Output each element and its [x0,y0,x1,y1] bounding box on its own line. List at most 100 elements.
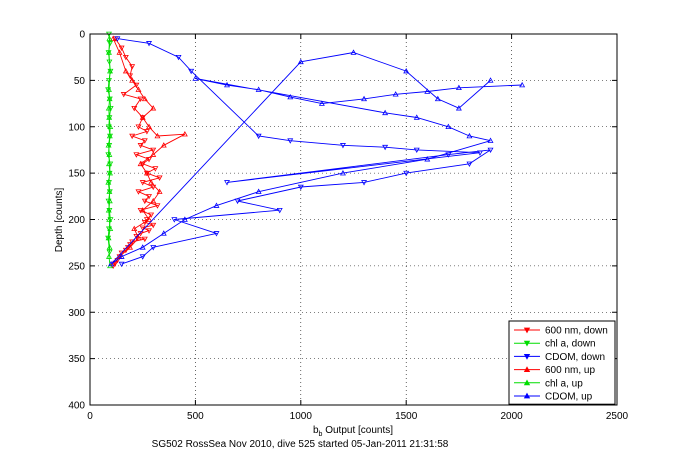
data-point [445,123,452,129]
data-point [413,147,420,154]
legend-marker [523,340,531,347]
data-point [105,160,112,167]
y-tick-label: 0 [79,30,85,41]
data-point [141,198,148,205]
data-point [150,222,157,229]
legend-label: CDOM, down [545,352,605,363]
data-point [224,180,230,186]
data-point [118,250,125,257]
data-point [181,131,188,137]
data-point [487,137,494,143]
data-point [139,225,146,231]
data-point [175,54,182,61]
legend-box [508,320,616,405]
legend-marker [523,327,531,334]
data-point [413,114,420,120]
data-point [150,197,157,204]
data-point [137,160,144,167]
data-point [106,35,113,41]
data-point [105,253,112,259]
data-point [139,244,146,250]
data-point [361,180,368,186]
data-point [160,142,167,148]
data-point [148,212,155,218]
x-tick-label: 2500 [606,411,629,422]
x-axis-label: bb Output [counts] [313,425,393,438]
x-tick-label: 1500 [395,411,418,422]
data-point [110,35,117,41]
data-point [105,78,112,84]
data-point [141,95,148,102]
y-tick-label: 400 [68,401,85,412]
data-point [106,188,113,194]
data-point [156,175,163,181]
data-point [129,239,136,245]
series-group [105,31,526,269]
data-point [129,77,136,83]
data-point [118,261,125,268]
data-point [382,109,389,116]
data-point [477,150,483,156]
data-point [403,67,410,74]
data-point [139,254,146,260]
data-point [105,142,112,148]
y-tick-label: 250 [68,261,85,272]
series-line [112,38,186,265]
y-tick-label: 200 [68,215,85,226]
plot-frame [89,33,618,406]
data-point [105,179,112,185]
data-point [127,244,134,250]
data-point [156,188,163,194]
data-point [114,36,121,42]
legend-marker [523,379,531,386]
data-point [350,49,357,55]
series-line [110,52,523,265]
data-point [135,124,142,130]
data-point [150,245,157,251]
data-point [146,216,153,222]
data-point [135,86,142,92]
data-point [105,49,112,55]
data-point [129,133,136,140]
data-point [146,194,153,200]
data-point [105,207,112,213]
data-point [107,105,114,112]
x-tick-label: 500 [187,411,204,422]
series-line [107,38,111,266]
legend-label: 600 nm, up [545,365,595,376]
legend: 600 nm, down chl a, down CDOM, down 600 nm,… [508,320,616,405]
data-point [106,244,113,250]
legend-label: CDOM, up [545,392,593,403]
data-point [105,105,112,111]
data-point [106,132,113,139]
data-point [424,156,431,162]
legend-label: chl a, up [545,378,583,389]
data-point [135,189,142,195]
data-point [139,180,146,186]
data-point [105,234,112,241]
data-point [137,96,144,103]
series-3 [110,35,188,267]
data-point [255,86,262,92]
x-tick-label: 2000 [500,411,523,422]
data-point [107,123,114,129]
data-point [137,143,144,149]
data-point [141,138,148,144]
data-point [287,93,294,100]
data-point [148,179,155,185]
data-point [120,92,127,98]
data-point [171,217,178,223]
y-tick-label: 350 [68,354,85,365]
data-point [106,151,113,157]
data-point [116,49,123,55]
data-point [255,133,262,140]
data-point [318,100,325,106]
data-point [106,95,113,102]
data-point [403,170,410,177]
data-point [150,105,157,111]
legend-label: chl a, down [545,339,596,350]
data-point [181,216,188,222]
y-tick-label: 150 [68,169,85,180]
